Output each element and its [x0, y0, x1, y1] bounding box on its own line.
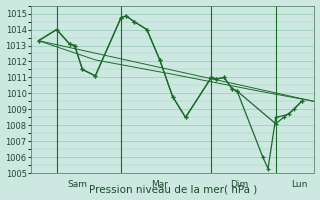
Text: Mar: Mar — [151, 180, 168, 189]
X-axis label: Pression niveau de la mer( hPa ): Pression niveau de la mer( hPa ) — [89, 184, 257, 194]
Text: Dim: Dim — [230, 180, 249, 189]
Text: Sam: Sam — [67, 180, 87, 189]
Text: Lun: Lun — [291, 180, 307, 189]
